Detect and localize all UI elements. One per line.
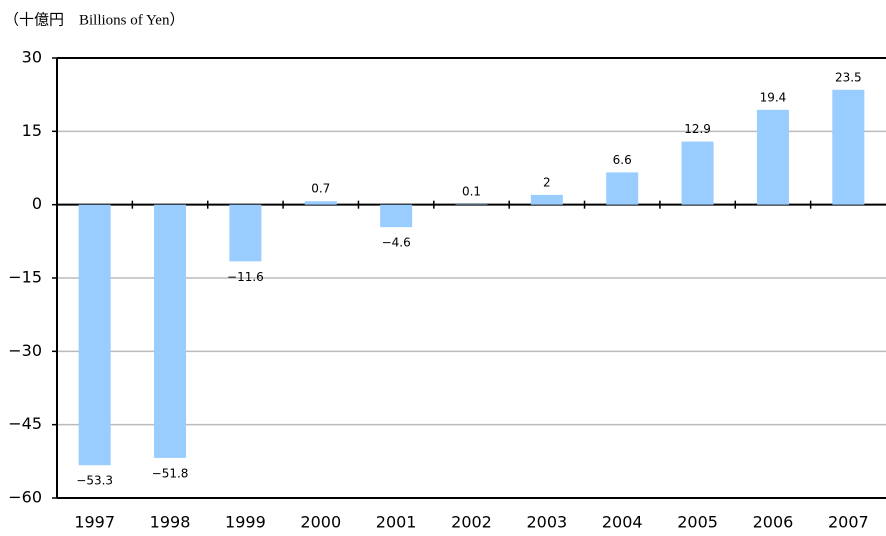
x-tick-label: 2004 [602, 513, 643, 532]
y-tick-label: 15 [22, 121, 42, 140]
bar [606, 172, 639, 205]
bar [530, 194, 563, 205]
x-tick-label: 2005 [677, 513, 718, 532]
data-label: 2 [543, 175, 551, 189]
data-label: 19.4 [760, 90, 787, 104]
bar [229, 204, 262, 262]
data-label: 0.1 [462, 185, 481, 199]
x-tick-label: 2003 [527, 513, 568, 532]
bar [681, 141, 714, 205]
bar [154, 204, 187, 458]
x-tick-label: 1999 [225, 513, 266, 532]
data-label: −53.3 [76, 474, 113, 488]
data-label: −51.8 [152, 466, 189, 480]
bar [832, 89, 865, 205]
unit-label: （十億円 Billions of Yen） [4, 11, 184, 28]
bar [756, 109, 789, 205]
x-tick-label: 2002 [451, 513, 492, 532]
x-tick-label: 2006 [753, 513, 794, 532]
data-label: −11.6 [227, 270, 264, 284]
y-tick-label: −30 [8, 341, 42, 360]
y-tick-label: 30 [22, 48, 42, 67]
y-tick-label: −45 [8, 414, 42, 433]
x-tick-label: 2007 [828, 513, 869, 532]
data-label: 23.5 [835, 70, 862, 84]
bar [380, 204, 413, 228]
bar [304, 201, 337, 205]
x-tick-label: 1997 [74, 513, 115, 532]
data-label: 0.7 [311, 182, 330, 196]
data-label: 12.9 [684, 122, 711, 136]
data-label: −4.6 [382, 236, 411, 250]
x-tick-label: 2000 [300, 513, 341, 532]
y-tick-label: 0 [32, 194, 42, 213]
x-tick-label: 2001 [376, 513, 417, 532]
data-label: 6.6 [613, 153, 632, 167]
y-tick-label: −60 [8, 488, 42, 507]
y-tick-label: −15 [8, 268, 42, 287]
x-tick-label: 1998 [150, 513, 191, 532]
bar [78, 204, 111, 466]
